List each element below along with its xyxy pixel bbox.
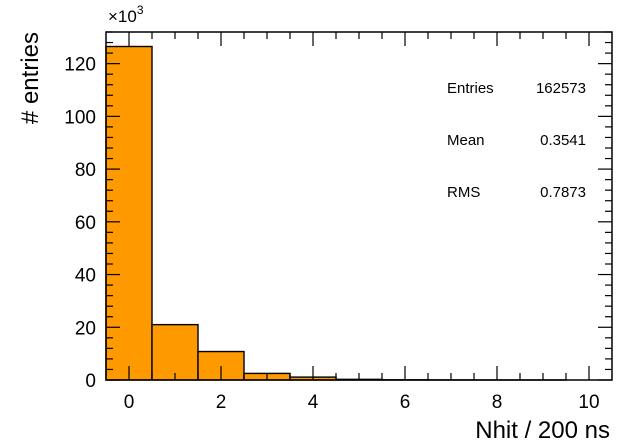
stat-name: RMS xyxy=(447,184,480,201)
stat-value: 0.3541 xyxy=(540,132,586,149)
stat-value: 162573 xyxy=(536,80,586,97)
y-tick-label: 0 xyxy=(85,371,96,392)
x-tick-label: 2 xyxy=(216,392,227,413)
y-tick-label: 40 xyxy=(75,266,96,287)
y-multiplier-exponent: 3 xyxy=(137,3,144,17)
x-tick-label: 0 xyxy=(124,392,135,413)
x-tick-label: 8 xyxy=(492,392,503,413)
stat-name: Mean xyxy=(447,132,485,149)
y-tick-label: 60 xyxy=(75,213,96,234)
x-axis-title: Nhit / 200 ns xyxy=(475,417,610,444)
y-axis-multiplier: ×103 xyxy=(108,3,144,26)
y-tick-label: 20 xyxy=(75,318,96,339)
y-axis-title: # entries xyxy=(17,32,44,124)
stat-name: Entries xyxy=(447,80,494,97)
y-tick-label: 80 xyxy=(75,160,96,181)
histogram-bars xyxy=(105,45,567,381)
stat-value: 0.7873 xyxy=(540,184,586,201)
x-tick-label: 4 xyxy=(308,392,319,413)
stats-box: Entries 162573 Mean 0.3541 RMS 0.7873 xyxy=(447,80,586,201)
histogram-bar xyxy=(105,45,153,381)
y-tick-label: 120 xyxy=(64,55,96,76)
x-tick-label: 10 xyxy=(578,392,599,413)
histogram-bar xyxy=(151,323,199,381)
y-multiplier-base: ×10 xyxy=(108,7,137,26)
plot-frame xyxy=(105,31,613,381)
y-tick-label: 100 xyxy=(64,107,96,128)
x-tick-label: 6 xyxy=(400,392,411,413)
axis-ticks xyxy=(106,31,612,381)
